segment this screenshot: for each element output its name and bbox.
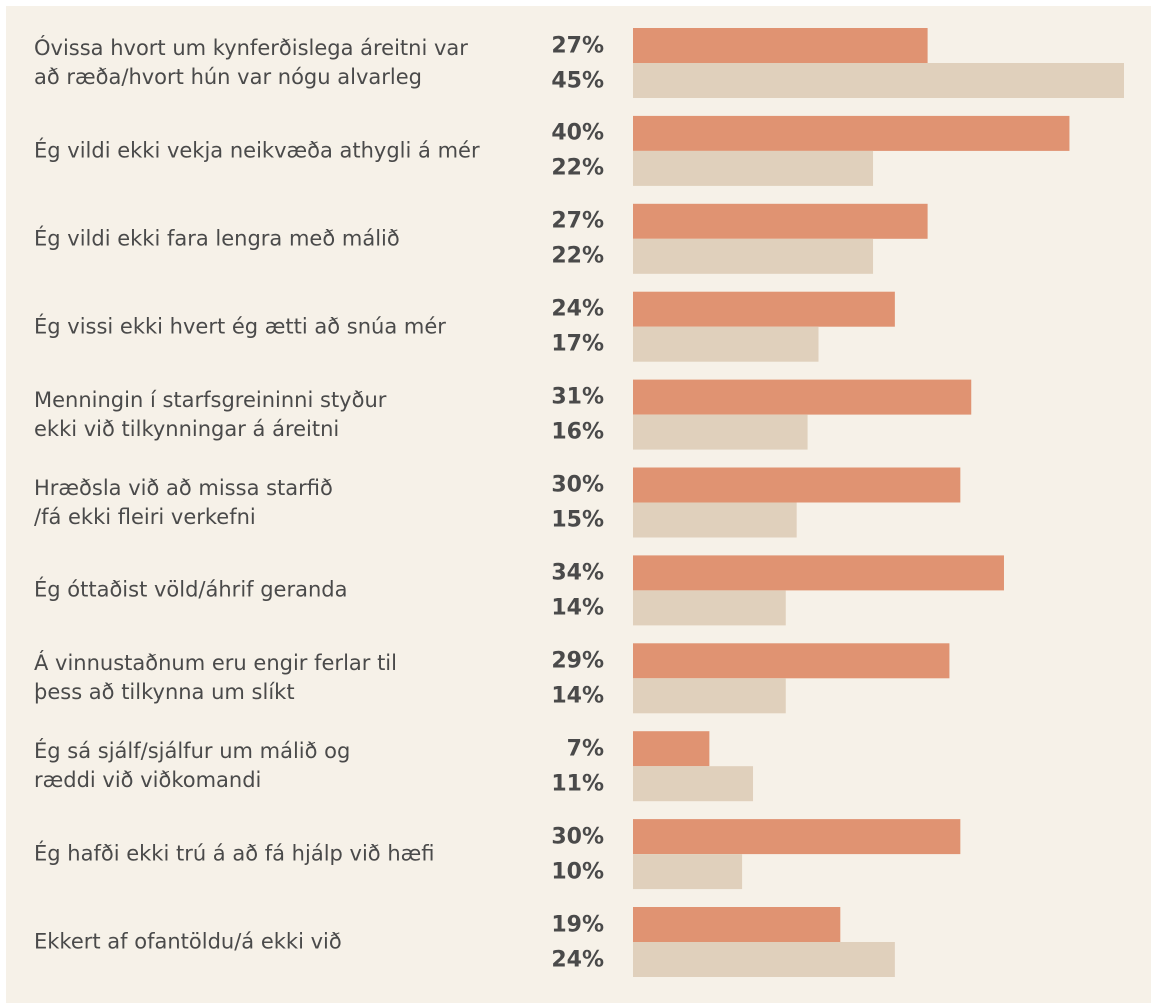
chart-panel: Óvissa hvort um kynferðislega áreitni va… [6,6,1151,1003]
value-label: 16% [551,419,604,445]
value-label: 24% [551,296,604,322]
category-label: Ég óttaðist völd/áhrif geranda [34,577,348,602]
value-label: 45% [551,68,604,93]
value-label: 7% [566,736,604,762]
bar-series-1 [633,203,928,239]
category-label: Á vinnustaðnum eru engir ferlar til þess… [34,651,397,705]
value-label: 17% [551,331,604,357]
value-label: 34% [551,560,604,586]
category-label: Hræðsla við að missa starfið /fá ekki fl… [34,475,333,529]
value-label: 40% [551,120,604,146]
value-label: 24% [551,947,604,972]
bar-series-1 [633,28,928,63]
bar-series-2 [633,238,874,274]
category-label: Ég vildi ekki vekja neikvæða athygli á m… [34,138,480,163]
value-label: 15% [551,507,604,533]
value-label: 11% [551,771,604,797]
bar-series-1 [633,643,950,679]
bar-series-2 [633,590,786,626]
value-label: 27% [551,33,604,58]
value-label: 22% [551,243,604,269]
value-label: 14% [551,683,604,709]
bar-series-1 [633,115,1070,151]
value-label: 10% [551,859,604,885]
bar-series-1 [633,731,710,767]
value-label: 29% [551,648,604,674]
bar-series-2 [633,942,895,977]
value-label: 30% [551,824,604,850]
value-label: 27% [551,208,604,234]
bar-series-1 [633,907,841,942]
bar-series-1 [633,379,972,415]
category-label: Ég vissi ekki hvert ég ætti að snúa mér [34,314,446,339]
category-label: Óvissa hvort um kynferðislega áreitni va… [34,36,468,89]
bar-chart [633,28,1124,977]
value-label: 30% [551,472,604,498]
value-label: 31% [551,384,604,410]
category-label: Ég hafði ekki trú á að fá hjálp við hæfi [34,841,435,866]
bar-series-1 [633,555,1004,591]
category-label: Ekkert af ofantöldu/á ekki við [34,929,342,954]
bar-series-1 [633,467,961,503]
category-label: Ég vildi ekki fara lengra með málið [34,226,400,251]
bar-series-2 [633,326,819,362]
bar-series-1 [633,819,961,855]
bar-series-2 [633,766,754,802]
value-label: 19% [551,912,604,937]
value-label: 14% [551,595,604,621]
bar-series-1 [633,291,895,327]
bar-series-2 [633,678,786,714]
bar-series-2 [633,502,797,538]
bar-series-2 [633,854,743,890]
category-label: Menningin í starfsgreininni styður ekki … [34,387,387,441]
value-label: 22% [551,155,604,181]
category-label: Ég sá sjálf/sjálfur um málið og ræddi vi… [34,739,351,793]
bar-series-2 [633,414,808,450]
bar-series-2 [633,150,874,186]
bar-series-2 [633,63,1124,98]
